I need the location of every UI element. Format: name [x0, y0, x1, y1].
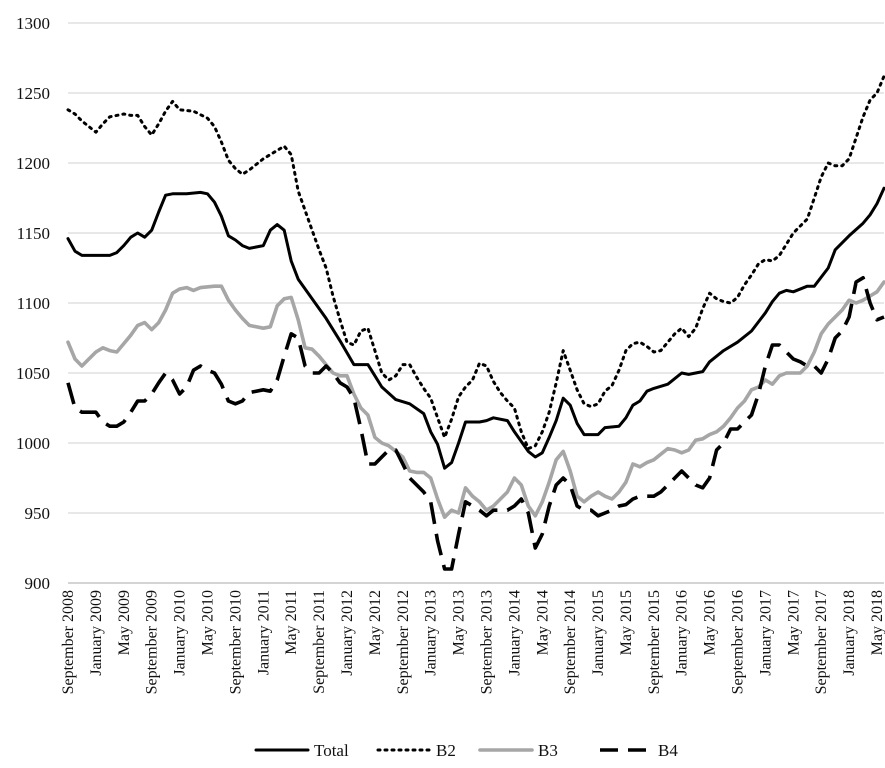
x-tick-label: May 2015	[618, 590, 635, 655]
x-tick-label: September 2009	[144, 590, 161, 694]
x-tick-label: May 2018	[869, 590, 885, 655]
x-tick-label: May 2009	[116, 590, 133, 655]
y-tick-label: 900	[25, 574, 51, 593]
series-line-b2	[66, 74, 885, 451]
x-tick-label: January 2010	[172, 590, 189, 676]
legend-label-b4: B4	[658, 741, 678, 760]
x-tick-label: May 2014	[534, 590, 551, 655]
series-line-b4	[66, 276, 885, 571]
x-tick-label: September 2017	[813, 590, 830, 694]
y-tick-label: 1100	[17, 294, 50, 313]
x-tick-label: January 2016	[674, 590, 691, 676]
x-axis: September 2008 January 2009 May 2009 Septem…	[60, 590, 885, 694]
plot-lines	[66, 74, 885, 571]
x-tick-label: January 2017	[757, 590, 774, 676]
y-tick-label: 950	[25, 504, 51, 523]
x-tick-label: September 2010	[227, 590, 244, 694]
x-tick-label: January 2012	[339, 590, 356, 676]
series-line-total	[66, 186, 885, 470]
x-tick-label: May 2012	[367, 590, 384, 655]
legend-label-b2: B2	[436, 741, 456, 760]
gridlines	[68, 22, 884, 584]
x-tick-label: September 2011	[311, 590, 328, 694]
legend: Total B2 B3 B4	[254, 741, 678, 760]
x-tick-label: May 2017	[785, 590, 802, 655]
x-tick-label: January 2018	[841, 590, 858, 676]
y-axis: 900 950 1000 1050 1100 1150 1200 1250 1300	[16, 14, 50, 593]
y-tick-label: 1050	[16, 364, 50, 383]
y-tick-label: 1200	[16, 154, 50, 173]
x-tick-label: September 2014	[562, 590, 579, 694]
y-tick-label: 1300	[16, 14, 50, 33]
x-tick-label: September 2013	[478, 590, 495, 694]
x-tick-label: January 2013	[423, 590, 440, 676]
x-tick-label: May 2011	[283, 590, 300, 655]
y-tick-label: 1250	[16, 84, 50, 103]
x-tick-label: September 2016	[730, 590, 747, 694]
x-tick-label: January 2009	[88, 590, 105, 676]
y-tick-label: 1000	[16, 434, 50, 453]
x-tick-label: January 2011	[255, 590, 272, 675]
x-tick-label: May 2010	[199, 590, 216, 655]
y-tick-label: 1150	[17, 224, 50, 243]
x-tick-label: January 2014	[506, 590, 523, 676]
x-tick-label: September 2012	[395, 590, 412, 694]
x-tick-label: January 2015	[590, 590, 607, 676]
x-tick-label: September 2008	[60, 590, 77, 694]
x-tick-label: May 2016	[702, 590, 719, 655]
series-line-b3	[66, 280, 885, 519]
x-tick-label: May 2013	[451, 590, 468, 655]
legend-label-total: Total	[314, 741, 349, 760]
legend-label-b3: B3	[538, 741, 558, 760]
x-tick-label: September 2015	[646, 590, 663, 694]
